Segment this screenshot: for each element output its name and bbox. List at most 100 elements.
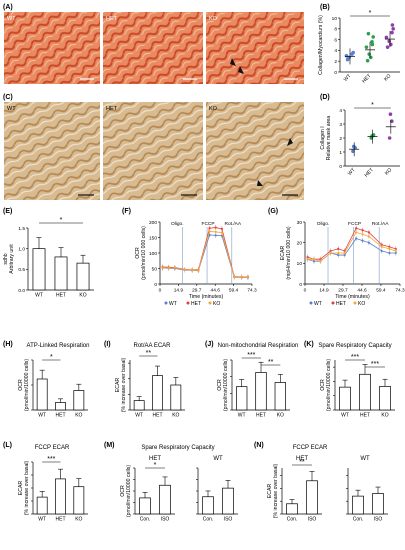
data-point xyxy=(387,39,392,44)
y-tick-label: 4 xyxy=(334,48,337,54)
data-point xyxy=(370,42,375,47)
arrowhead-icon xyxy=(238,66,244,74)
y-axis-label: ECAR xyxy=(18,481,24,496)
x-tick-label: 0 xyxy=(159,288,162,294)
y-tick-label: 200 xyxy=(149,220,157,226)
y-axis-label: (% increase over basal) xyxy=(24,460,30,515)
significance-label: *** xyxy=(47,456,55,463)
bar xyxy=(255,372,267,411)
significance-label: *** xyxy=(351,354,359,361)
y-axis-label: OCR xyxy=(320,379,326,391)
data-point xyxy=(351,144,356,149)
chart-title: FCCP ECAR xyxy=(35,445,70,451)
y-tick-label: 0.5 xyxy=(18,267,25,273)
significance-label: *** xyxy=(247,352,255,359)
data-point xyxy=(390,23,395,27)
bar xyxy=(73,390,85,411)
x-tick-label: HET xyxy=(364,167,375,178)
legend-label: KO xyxy=(213,301,220,307)
data-point xyxy=(351,50,356,55)
bar xyxy=(55,478,66,515)
injection-label: Rot./AA xyxy=(372,221,389,227)
x-tick-label: HET xyxy=(360,413,370,419)
data-point xyxy=(369,55,373,60)
x-tick-label: WT xyxy=(238,413,246,419)
data-point xyxy=(367,52,372,56)
panel-l-letter: (L) xyxy=(3,442,12,449)
panel-f-letter: (F) xyxy=(122,208,131,215)
bar xyxy=(222,487,234,515)
y-tick-label: 0.0 xyxy=(18,288,25,294)
y-axis-label: Collagen I xyxy=(320,126,326,149)
legend-marker xyxy=(208,301,212,305)
panel-e-letter: (E) xyxy=(3,208,12,215)
x-tick-label: WT xyxy=(38,517,46,523)
panel-g-chart: 0 10 20 30 ECAR (mpH/min/10 000 cells) 0 14.9 29… xyxy=(280,220,405,307)
bar xyxy=(36,378,48,411)
x-tick-label: KO xyxy=(75,517,82,523)
chart-title: WT xyxy=(360,456,370,462)
data-point xyxy=(364,45,369,49)
y-tick-label: 2 xyxy=(339,136,342,142)
y-axis-label: (pmol/min/10000 cells) xyxy=(223,359,229,411)
injection-label: Oligo. xyxy=(317,221,330,227)
x-tick-label: 44.6 xyxy=(211,288,221,294)
data-point xyxy=(370,134,374,138)
bar xyxy=(352,495,364,515)
panel-c-letter: (C) xyxy=(3,94,13,101)
y-tick-label: 3 xyxy=(339,122,342,128)
y-axis-label: OCR xyxy=(18,379,24,391)
injection-label: FCCP xyxy=(348,221,361,227)
legend-label: HET xyxy=(191,301,201,307)
data-point xyxy=(388,112,393,116)
bar xyxy=(236,386,248,411)
significance-label: ** xyxy=(268,359,274,366)
data-point xyxy=(371,35,376,39)
x-tick-label: 59.4 xyxy=(376,288,386,294)
image-label-ko: KO xyxy=(209,16,218,22)
y-axis-label: (pmol/min/10000 cells) xyxy=(326,359,332,411)
y-tick-label: 0 xyxy=(154,282,157,288)
panel-m-letter: (M) xyxy=(104,442,115,449)
x-tick-label: KO xyxy=(79,293,86,299)
histology-image-wt xyxy=(4,12,100,84)
series-line xyxy=(162,230,248,278)
y-tick-label: 20 xyxy=(297,240,303,246)
bar xyxy=(54,256,68,291)
legend-label: HET xyxy=(336,301,346,307)
x-tick-label: HET xyxy=(153,413,163,419)
panel-j-chart: Non-mitochondrial Respiration OCR (pmol/mi… xyxy=(217,343,298,419)
chart-title: Rot/AA ECAR xyxy=(133,343,171,349)
y-tick-label: 8 xyxy=(334,27,337,33)
bar xyxy=(55,402,66,411)
histology-image-ko xyxy=(206,12,304,84)
legend-marker xyxy=(353,301,357,305)
y-axis-label: OCR xyxy=(217,379,223,391)
image-label-wt: WT xyxy=(7,16,16,22)
bar xyxy=(202,496,214,515)
image-label-het: HET xyxy=(106,16,118,22)
chart-title: Spare Respiratory Capacity xyxy=(141,445,214,451)
injection-label: FCCP xyxy=(202,221,215,227)
panel-j-letter: (J) xyxy=(205,341,214,348)
arrowhead-icon xyxy=(230,58,236,66)
x-tick-label: WT xyxy=(343,73,353,83)
y-axis-label: (pmol/min/10 000 cells) xyxy=(141,226,147,280)
y-tick-label: 50 xyxy=(152,266,158,272)
x-tick-label: HET xyxy=(361,73,372,84)
y-tick-label: 4 xyxy=(339,108,342,114)
bar xyxy=(286,503,298,515)
panel-h-letter: (H) xyxy=(3,341,13,348)
y-tick-label: 10 xyxy=(297,261,303,267)
x-tick-label: KO xyxy=(381,413,388,419)
x-tick-label: ISO xyxy=(161,517,170,523)
chart-title: WT xyxy=(213,456,223,462)
significance-label: * xyxy=(371,102,374,109)
y-tick-label: 0 xyxy=(334,70,337,76)
data-point xyxy=(385,45,390,49)
bar xyxy=(152,375,163,411)
series-line xyxy=(307,231,396,262)
stain-image-ko xyxy=(206,102,304,200)
y-tick-label: 0 xyxy=(339,164,342,170)
